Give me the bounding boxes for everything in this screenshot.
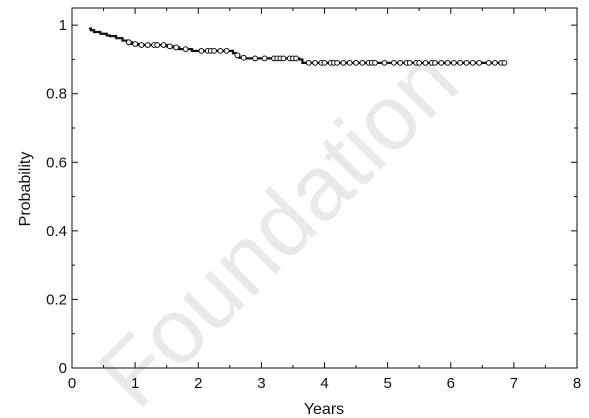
- censor-marker: [485, 59, 492, 66]
- censor-marker: [353, 59, 359, 66]
- y-tick-label: 1: [59, 17, 67, 34]
- censor-marker: [125, 39, 132, 46]
- censor-marker: [432, 59, 438, 66]
- censor-marker: [321, 59, 328, 66]
- censor-marker: [198, 47, 205, 54]
- y-tick-label: 0.8: [46, 86, 67, 103]
- y-tick-label: 0: [59, 360, 67, 377]
- censor-marker: [211, 47, 217, 54]
- censor-marker: [144, 42, 151, 48]
- censor-marker: [173, 44, 180, 51]
- censor-marker: [217, 47, 224, 54]
- y-tick-label: 0.4: [46, 223, 67, 240]
- censor-marker: [132, 41, 139, 47]
- x-tick-label: 7: [510, 375, 518, 392]
- censor-marker: [438, 59, 445, 66]
- x-tick-label: 4: [320, 375, 328, 392]
- censor-marker: [252, 55, 258, 62]
- watermark-text: Foundation: [79, 29, 477, 418]
- censor-marker: [397, 59, 404, 66]
- data-marks: [89, 27, 508, 66]
- x-tick-label: 8: [573, 375, 581, 392]
- censor-marker: [280, 55, 287, 62]
- axes-group: 0 1 2 3 4 5 6 7 8 0 0.2 0.4 0.6 0.8 1: [46, 8, 581, 392]
- censor-marker: [422, 59, 429, 66]
- censor-marker: [416, 59, 423, 66]
- censor-marker: [406, 59, 413, 66]
- censor-marker: [451, 59, 457, 66]
- x-tick-label: 0: [68, 375, 76, 392]
- censor-marker: [160, 42, 167, 48]
- censor-marker: [457, 59, 464, 66]
- censor-marker: [492, 59, 498, 66]
- y-tick-label: 0.2: [46, 291, 67, 308]
- censor-marker: [469, 59, 476, 66]
- x-tick-label: 1: [131, 375, 139, 392]
- censor-marker: [223, 47, 230, 54]
- censor-marker: [293, 55, 299, 62]
- censor-marker: [334, 59, 341, 66]
- censor-marker: [234, 52, 241, 59]
- censor-marker: [476, 59, 483, 66]
- censor-marker: [340, 59, 347, 66]
- censor-marker: [359, 59, 366, 66]
- censor-marker: [372, 59, 378, 66]
- x-tick-label: 6: [447, 375, 455, 392]
- censor-marker: [154, 42, 161, 48]
- censor-marker: [444, 59, 451, 66]
- x-tick-label: 3: [257, 375, 265, 392]
- y-axis-label: Probability: [17, 152, 34, 227]
- x-axis-label: Years: [304, 401, 344, 418]
- censor-marker: [240, 54, 247, 61]
- censor-marker: [391, 59, 397, 66]
- censor-marker: [501, 59, 508, 66]
- censor-marker: [305, 59, 312, 66]
- censor-marker: [261, 55, 268, 62]
- censor-marker: [138, 42, 145, 48]
- x-tick-label: 5: [383, 375, 391, 392]
- censor-marker: [346, 59, 353, 66]
- y-tick-label: 0.6: [46, 154, 67, 171]
- censor-marker: [463, 59, 470, 66]
- censor-marker: [381, 59, 388, 66]
- censor-marker: [312, 59, 318, 66]
- censor-marker: [166, 43, 173, 50]
- censor-marker: [182, 46, 189, 53]
- x-tick-label: 2: [194, 375, 202, 392]
